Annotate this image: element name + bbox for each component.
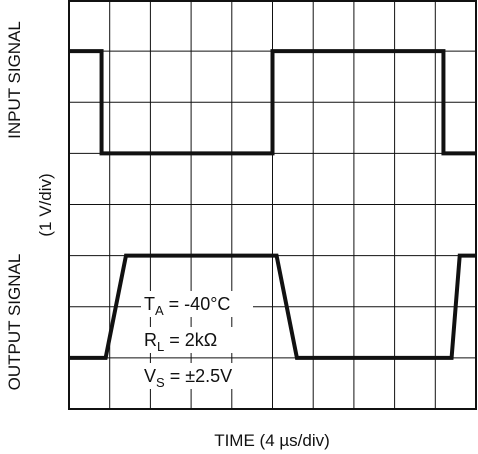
input-signal-trace: [69, 49, 476, 156]
x-axis-label: TIME (4 µs/div): [214, 431, 330, 450]
y-label-output-signal: OUTPUT SIGNAL: [5, 254, 24, 391]
condition-background: [141, 327, 253, 353]
test-condition-3: VS = ±2.5V: [144, 366, 232, 390]
condition-background: [141, 291, 253, 317]
condition-background: [141, 363, 253, 389]
y-label-input-signal: INPUT SIGNAL: [5, 21, 24, 139]
test-conditions: TA = -40°C RL = 2kΩ VS = ±2.5V: [141, 291, 253, 390]
test-condition-2: RL = 2kΩ: [144, 330, 217, 354]
traces: [69, 49, 476, 360]
y-axis-scale-label: (1 V/div): [36, 173, 55, 236]
test-condition-1: TA = -40°C: [144, 294, 230, 318]
output-signal-trace: [69, 253, 476, 360]
